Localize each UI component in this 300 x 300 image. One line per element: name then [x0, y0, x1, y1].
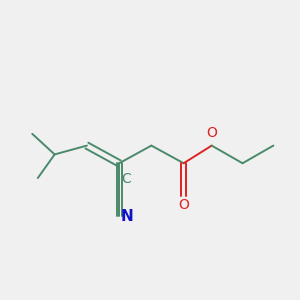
Text: N: N [121, 209, 134, 224]
Text: O: O [206, 126, 217, 140]
Text: O: O [178, 198, 189, 212]
Text: C: C [121, 172, 131, 186]
